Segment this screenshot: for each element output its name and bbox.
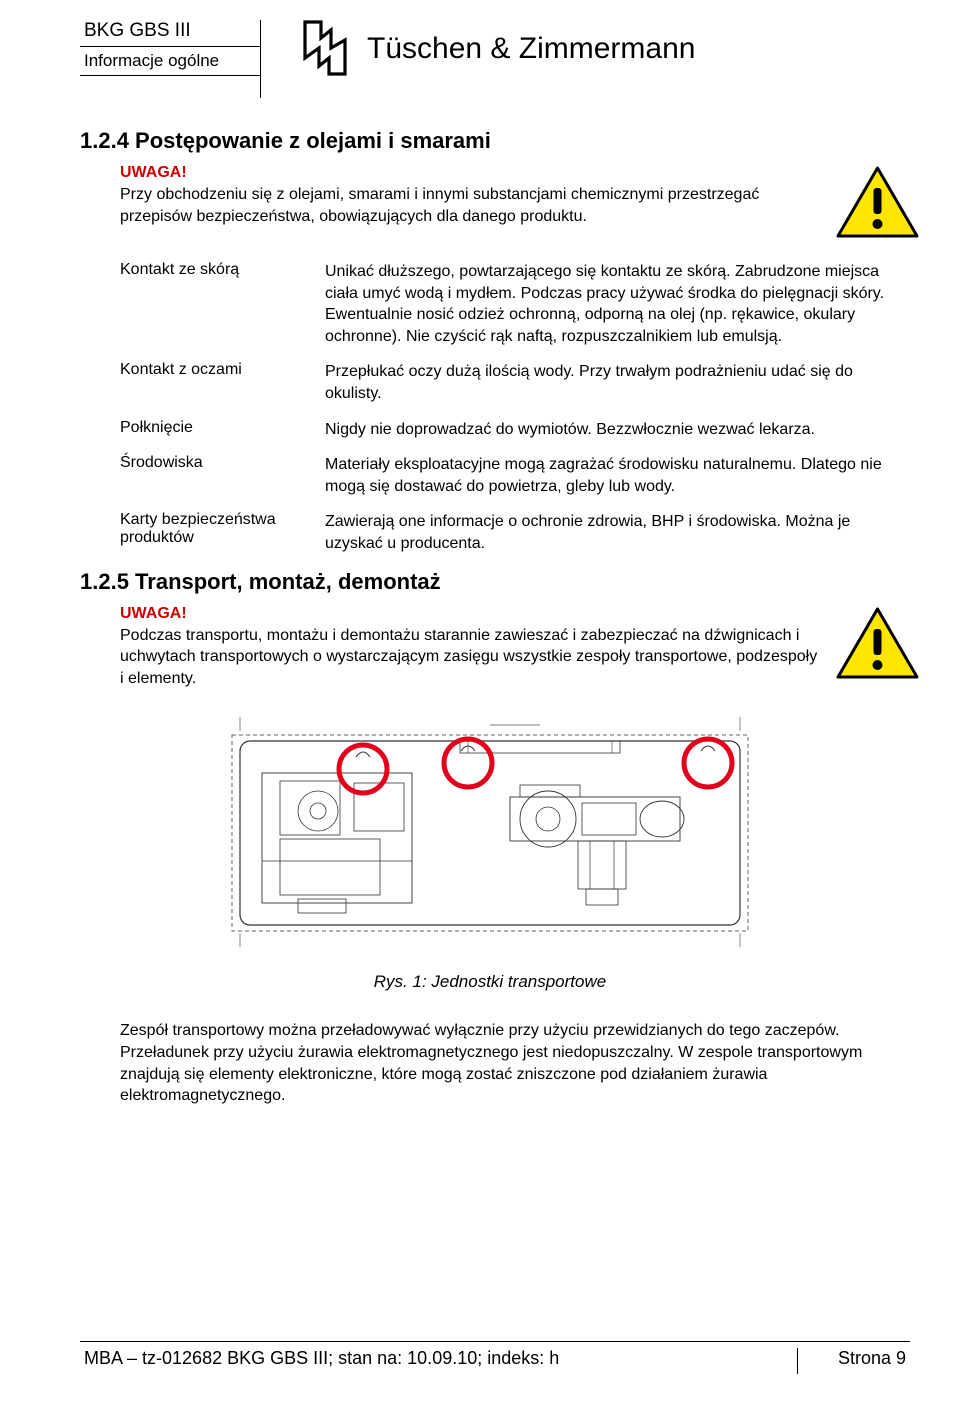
warning-row-1: UWAGA! Przy obchodzeniu się z olejami, s… — [80, 164, 900, 247]
content: 1.2.4 Postępowanie z olejami i smarami U… — [80, 128, 900, 1107]
page: BKG GBS III Informacje ogólne Tüschen & … — [0, 0, 960, 1424]
warning-text-2: UWAGA! Podczas transportu, montażu i dem… — [80, 605, 819, 690]
page-footer: MBA – tz-012682 BKG GBS III; stan na: 10… — [80, 1341, 910, 1374]
def-desc: Zawierają one informacje o ochronie zdro… — [325, 511, 900, 554]
def-desc: Materiały eksploatacyjne mogą zagrażać ś… — [325, 454, 900, 497]
header-right: Tüschen & Zimmermann — [301, 20, 695, 78]
def-row: Kontakt ze skórą Unikać dłuższego, powta… — [120, 261, 900, 347]
def-row: Środowiska Materiały eksploatacyjne mogą… — [120, 454, 900, 497]
doc-subtitle: Informacje ogólne — [80, 47, 260, 76]
page-header: BKG GBS III Informacje ogólne Tüschen & … — [50, 20, 910, 98]
warning-row-2: UWAGA! Podczas transportu, montażu i dem… — [80, 605, 900, 690]
def-desc: Unikać dłuższego, powtarzającego się kon… — [325, 261, 900, 347]
company-name: Tüschen & Zimmermann — [367, 32, 695, 66]
def-term: Karty bezpieczeństwa produktów — [120, 511, 305, 554]
figure-1: Rys. 1: Jednostki transportowe — [80, 711, 900, 992]
def-row: Połknięcie Nigdy nie doprowadzać do wymi… — [120, 419, 900, 441]
def-desc: Przepłukać oczy dużą ilością wody. Przy … — [325, 361, 900, 404]
warning-text-1: UWAGA! Przy obchodzeniu się z olejami, s… — [80, 164, 819, 227]
company-logo-icon — [301, 20, 349, 78]
def-term: Kontakt ze skórą — [120, 261, 305, 347]
footer-page-number: Strona 9 — [838, 1348, 910, 1374]
warning-triangle-icon — [835, 605, 920, 688]
footer-divider — [797, 1348, 798, 1374]
header-left-box: BKG GBS III Informacje ogólne — [80, 20, 260, 76]
warning-label-1: UWAGA! — [120, 164, 819, 182]
warning-body-1: Przy obchodzeniu się z olejami, smarami … — [120, 184, 819, 227]
transport-paragraph: Zespół transportowy można przeładowywać … — [120, 1020, 900, 1106]
section-2-title: 1.2.5 Transport, montaż, demontaż — [80, 569, 900, 595]
header-divider — [260, 20, 261, 98]
footer-main-text: MBA – tz-012682 BKG GBS III; stan na: 10… — [80, 1348, 787, 1374]
warning-label-2: UWAGA! — [120, 605, 819, 623]
def-term: Środowiska — [120, 454, 305, 497]
def-term: Połknięcie — [120, 419, 305, 441]
def-row: Karty bezpieczeństwa produktów Zawierają… — [120, 511, 900, 554]
footer-row: MBA – tz-012682 BKG GBS III; stan na: 10… — [80, 1348, 910, 1374]
def-term: Kontakt z oczami — [120, 361, 305, 404]
technical-drawing-icon — [210, 711, 770, 956]
figure-caption: Rys. 1: Jednostki transportowe — [80, 972, 900, 992]
def-desc: Nigdy nie doprowadzać do wymiotów. Bezzw… — [325, 419, 900, 441]
footer-rule — [80, 1341, 910, 1342]
doc-code: BKG GBS III — [80, 20, 260, 47]
def-row: Kontakt z oczami Przepłukać oczy dużą il… — [120, 361, 900, 404]
section-1-title: 1.2.4 Postępowanie z olejami i smarami — [80, 128, 900, 154]
warning-body-2: Podczas transportu, montażu i demontażu … — [120, 625, 819, 690]
definitions-table: Kontakt ze skórą Unikać dłuższego, powta… — [120, 261, 900, 555]
warning-triangle-icon — [835, 164, 920, 247]
